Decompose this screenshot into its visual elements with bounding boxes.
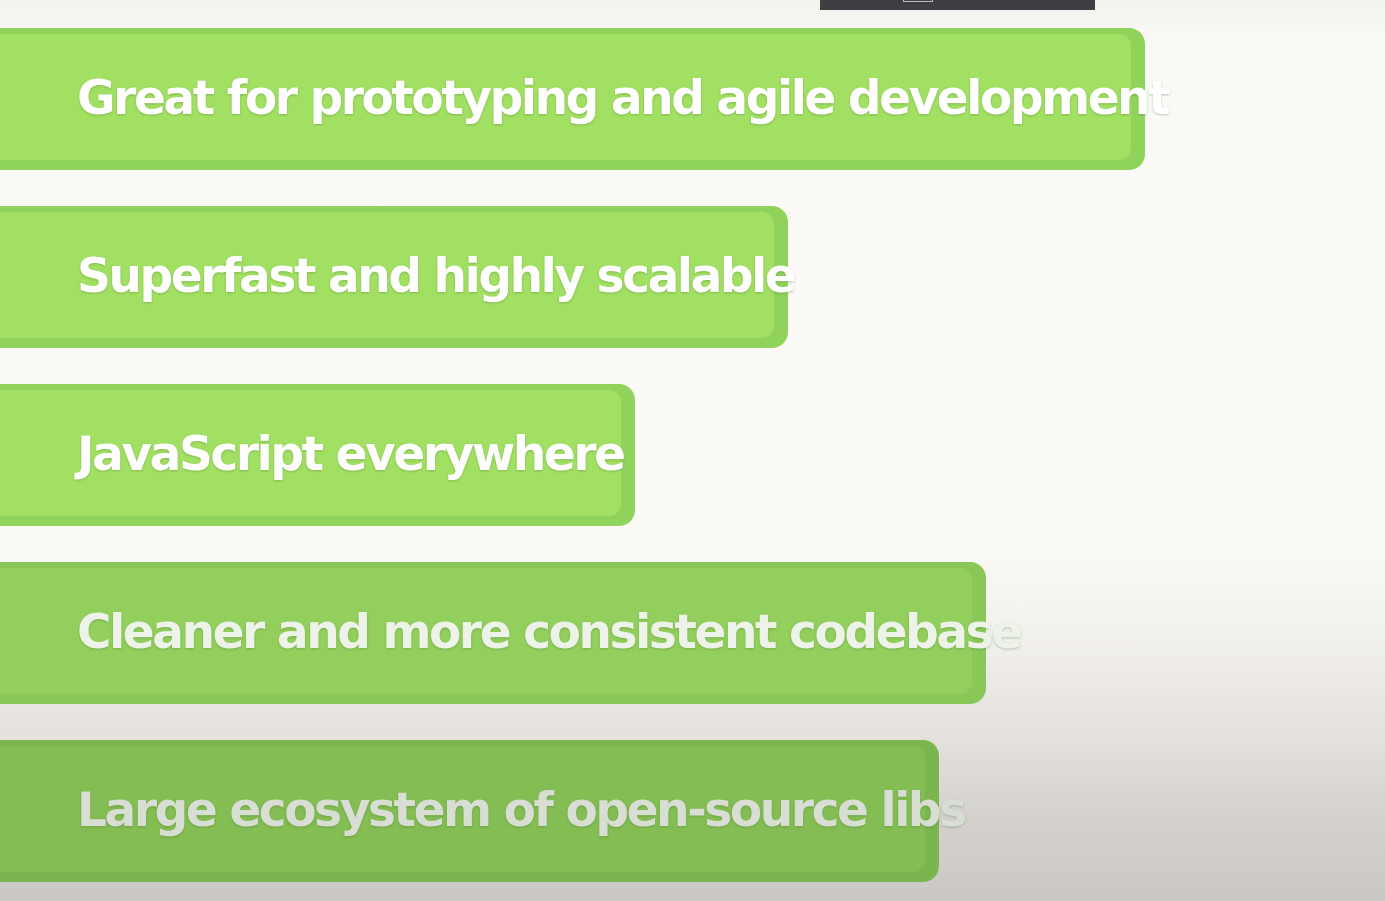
feature-pill-javascript: JavaScript everywhere bbox=[0, 384, 635, 526]
feature-label: JavaScript everywhere bbox=[77, 427, 626, 482]
feature-pill-codebase: Cleaner and more consistent codebase bbox=[0, 562, 1023, 704]
feature-label: Cleaner and more consistent codebase bbox=[77, 605, 1023, 660]
feature-pill-face bbox=[0, 746, 925, 872]
feature-label: Great for prototyping and agile developm… bbox=[77, 71, 1171, 126]
feature-pill-face bbox=[0, 390, 621, 516]
top-strip bbox=[820, 0, 1095, 10]
feature-pill-face bbox=[0, 34, 1131, 160]
feature-pill-face bbox=[0, 212, 774, 338]
feature-pill-face bbox=[0, 568, 972, 694]
feature-pill-scalable: Superfast and highly scalable bbox=[0, 206, 797, 348]
feature-label: Large ecosystem of open-source libs bbox=[77, 783, 967, 838]
top-strip-mark bbox=[903, 0, 933, 2]
feature-pill-prototyping: Great for prototyping and agile developm… bbox=[0, 28, 1171, 170]
feature-pill-ecosystem: Large ecosystem of open-source libs bbox=[0, 740, 967, 882]
feature-label: Superfast and highly scalable bbox=[77, 249, 797, 304]
